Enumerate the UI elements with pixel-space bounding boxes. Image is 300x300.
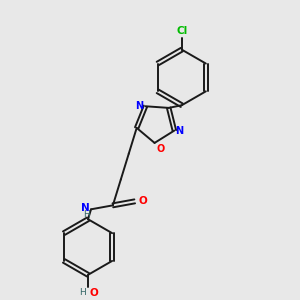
Text: O: O [139, 196, 147, 206]
Text: Cl: Cl [176, 26, 188, 36]
Text: H: H [83, 210, 90, 219]
Text: N: N [81, 203, 90, 213]
Text: N: N [135, 101, 143, 111]
Text: N: N [176, 125, 184, 136]
Text: H: H [79, 288, 86, 297]
Text: O: O [157, 144, 165, 154]
Text: O: O [89, 288, 98, 298]
